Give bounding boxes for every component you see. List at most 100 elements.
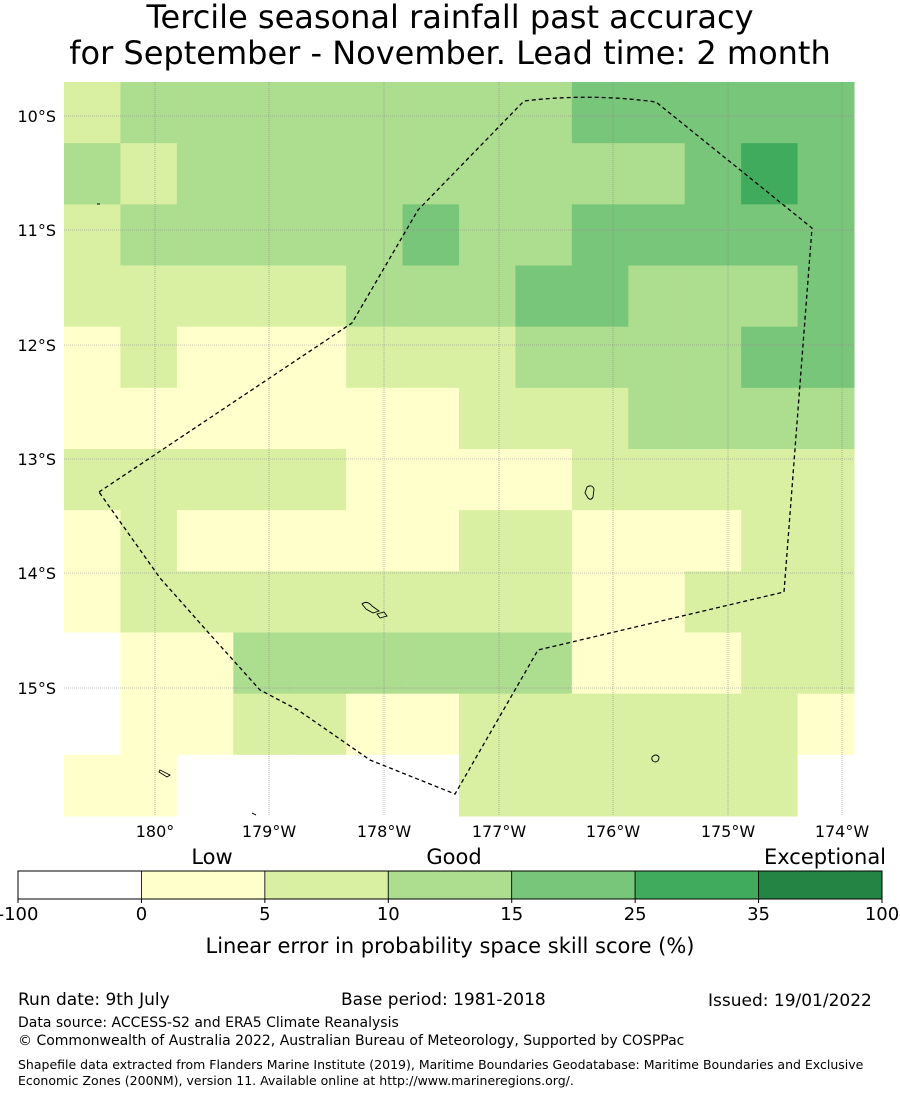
grid-cell	[233, 326, 291, 389]
latitude-label: 12°S	[17, 336, 56, 355]
grid-cell	[684, 326, 742, 389]
grid-cell	[741, 82, 799, 144]
grid-cell	[289, 571, 347, 633]
grid-cell	[176, 571, 234, 633]
grid-cell	[459, 693, 516, 756]
grid-cell	[402, 204, 460, 266]
grid-cell	[402, 632, 460, 695]
grid-cell	[120, 693, 178, 756]
grid-cell	[628, 82, 686, 144]
grid-cell	[233, 82, 291, 144]
grid-cell	[515, 387, 573, 450]
grid-cell	[289, 632, 347, 695]
grid-cell	[346, 82, 404, 144]
issued-date: Issued: 19/01/2022	[708, 991, 872, 1011]
colorbar-label: Linear error in probability space skill …	[206, 934, 695, 958]
grid-cell	[684, 693, 742, 756]
island-south-east	[651, 754, 660, 763]
grid-cell	[571, 632, 629, 695]
grid-cell	[402, 449, 460, 511]
grid-cell	[64, 510, 121, 572]
grid-cell	[684, 143, 742, 205]
island-south-west-1	[361, 601, 380, 614]
grid-cell	[741, 143, 799, 205]
grid-cell	[571, 754, 629, 817]
grid-cell	[233, 143, 291, 205]
grid-cell	[346, 204, 404, 266]
grid-cell	[176, 143, 234, 205]
grid-cell	[459, 143, 516, 205]
grid-cell	[346, 754, 404, 817]
grid-cell	[64, 265, 121, 328]
data-source: Data source: ACCESS-S2 and ERA5 Climate …	[18, 1015, 399, 1031]
grid-cell	[628, 510, 686, 572]
grid-cell	[684, 204, 742, 266]
longitude-labels: 180° 179°W 178°W 177°W 176°W 175°W 174°W	[136, 822, 870, 841]
colorbar-segment	[141, 870, 266, 900]
grid-cell	[684, 265, 742, 328]
grid-cell	[515, 693, 573, 756]
grid-cell	[120, 204, 178, 266]
colorbar-segment	[758, 870, 883, 900]
grid-cell	[515, 143, 573, 205]
map-title-line-2: for September - November. Lead time: 2 m…	[69, 34, 831, 72]
grid-cell	[346, 632, 404, 695]
grid-cell	[64, 693, 121, 756]
grid-cell	[571, 82, 629, 144]
colorbar-segment	[511, 870, 636, 900]
grid-cell	[459, 82, 516, 144]
grid-cell	[289, 449, 347, 511]
grid-cell	[176, 387, 234, 450]
grid-cell	[120, 754, 178, 817]
grid-cell	[176, 754, 234, 817]
grid-cell	[797, 204, 855, 266]
grid-cell	[628, 204, 686, 266]
grid-cell	[233, 754, 291, 817]
grid-cell	[176, 82, 234, 144]
latitude-label: 14°S	[17, 564, 56, 583]
grid-cell	[176, 449, 234, 511]
grid-cell	[459, 510, 516, 572]
grid-cell	[402, 510, 460, 572]
grid-cell	[571, 204, 629, 266]
grid-cell	[64, 204, 121, 266]
colorbar-segment	[17, 870, 142, 900]
grid-cell	[176, 693, 234, 756]
copyright: © Commonwealth of Australia 2022, Austra…	[18, 1033, 685, 1049]
grid-cell	[459, 387, 516, 450]
colorbar-tick-label: 5	[259, 904, 270, 925]
colorbar-group-good: Good	[426, 845, 481, 869]
grid-cell	[628, 387, 686, 450]
grid-cell	[515, 632, 573, 695]
grid-cell	[64, 387, 121, 450]
grid-cell	[64, 326, 121, 389]
grid-cell	[628, 326, 686, 389]
longitude-label: 175°W	[701, 822, 756, 841]
grid-cell	[741, 265, 799, 328]
grid-cell	[402, 143, 460, 205]
colorbar-frame	[17, 870, 883, 900]
grid-cell	[571, 510, 629, 572]
grid-cell	[684, 754, 742, 817]
grid-cell	[459, 754, 516, 817]
grid-cell	[741, 326, 799, 389]
grid-cell	[120, 143, 178, 205]
latitude-label: 13°S	[17, 450, 56, 469]
grid-cell	[684, 510, 742, 572]
grid-cell	[628, 632, 686, 695]
grid-cell	[741, 449, 799, 511]
grid-cell	[64, 754, 121, 817]
colorbar-tick-label: 0	[136, 904, 147, 925]
grid-cell	[233, 204, 291, 266]
grid-cell	[120, 571, 178, 633]
grid-cell	[233, 510, 291, 572]
grid-cell	[628, 265, 686, 328]
grid-cell	[64, 449, 121, 511]
grid-cell	[289, 82, 347, 144]
grid-cell	[346, 143, 404, 205]
island-south-1	[158, 769, 171, 778]
grid-cell	[459, 449, 516, 511]
grid-cell	[797, 143, 855, 205]
grid-cell	[797, 754, 855, 817]
